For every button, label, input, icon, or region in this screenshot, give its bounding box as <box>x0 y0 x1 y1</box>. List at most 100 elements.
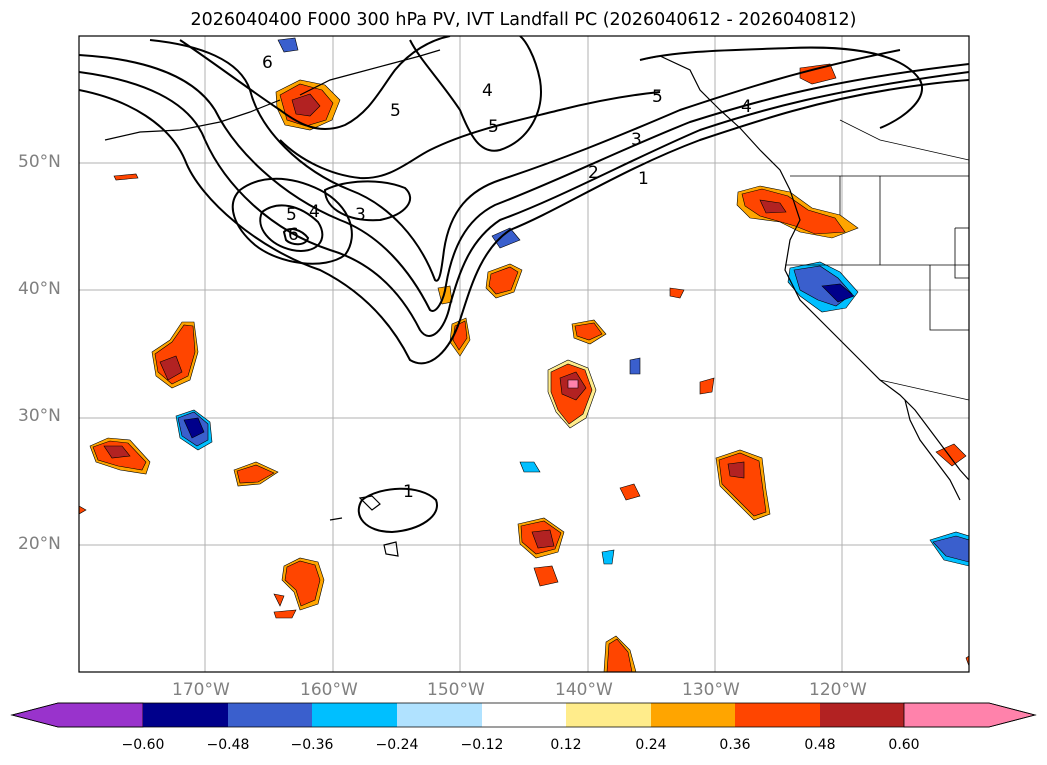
graticule <box>79 36 969 672</box>
lon-label: 120°W <box>809 680 867 700</box>
contour-line <box>282 228 310 246</box>
contour-line <box>231 177 353 265</box>
colorbar-tick: −0.12 <box>460 737 504 753</box>
shade-blob <box>619 483 641 501</box>
contour-label: 5 <box>652 87 663 107</box>
colorbar-tick: −0.60 <box>121 737 165 753</box>
contour-label: 3 <box>631 130 642 150</box>
pv-contours <box>79 36 969 534</box>
contour-label: 4 <box>482 81 493 101</box>
shade-blob <box>277 37 299 53</box>
shade-blob <box>488 266 519 295</box>
shade-blob <box>103 445 131 459</box>
shade-blob <box>273 593 285 607</box>
colorbar-segment <box>482 703 566 727</box>
contour-line <box>149 39 901 282</box>
shade-blob <box>159 355 183 381</box>
colorbar-tick: 0.60 <box>888 737 920 753</box>
colorbar <box>10 702 1037 728</box>
shade-blob <box>629 357 641 375</box>
shade-blob <box>291 93 321 117</box>
shade-blob <box>79 505 87 515</box>
shade-blob <box>965 655 969 667</box>
contour-line <box>79 79 969 365</box>
shade-blob <box>699 377 715 395</box>
colorbar-segment <box>735 703 820 727</box>
colorbar-extend-low <box>10 702 144 728</box>
contour-label: 6 <box>288 225 299 245</box>
contour-line <box>259 204 324 252</box>
shade-blob <box>727 461 745 479</box>
contour-line <box>357 487 438 534</box>
shade-blob <box>183 417 205 439</box>
lat-label: 20°N <box>18 534 61 554</box>
shade-blob <box>574 322 603 341</box>
lon-label: 170°W <box>172 680 230 700</box>
shade-blob <box>799 63 837 85</box>
contour-line <box>279 91 661 180</box>
contour-labels: 6 5 4 5 4 3 2 1 5 4 3 6 1 5 <box>262 53 752 502</box>
shade-blob <box>519 461 541 473</box>
contour-label: 1 <box>638 169 649 189</box>
colorbar-segment <box>143 703 228 727</box>
contour-label: 5 <box>488 117 499 137</box>
shade-blob <box>533 565 559 587</box>
contour-line <box>79 71 969 337</box>
colorbar-tick: 0.36 <box>719 737 751 753</box>
shade-blob <box>601 549 615 565</box>
coastlines <box>104 49 969 557</box>
shade-blob <box>284 560 321 607</box>
shade-blob <box>669 287 685 299</box>
pc-shading <box>79 37 969 672</box>
contour-label: 4 <box>741 97 752 117</box>
contour-label: 2 <box>588 163 599 183</box>
colorbar-tick: −0.36 <box>290 737 334 753</box>
shade-blob <box>606 638 633 672</box>
lon-label: 130°W <box>682 680 740 700</box>
shade-blob <box>567 379 579 389</box>
shade-blob <box>821 283 855 303</box>
contour-label: 1 <box>403 482 414 502</box>
colorbar-tick: 0.24 <box>635 737 667 753</box>
colorbar-tick: −0.48 <box>206 737 250 753</box>
contour-label: 3 <box>355 205 366 225</box>
shade-blob <box>935 443 967 467</box>
shade-blob <box>759 199 787 214</box>
shade-blob <box>491 227 521 249</box>
colorbar-tick: 0.12 <box>550 737 582 753</box>
colorbar-segment <box>651 703 735 727</box>
shade-blob <box>273 609 297 619</box>
colorbar-segment <box>397 703 482 727</box>
lon-label: 140°W <box>555 680 613 700</box>
shade-blob <box>932 535 969 563</box>
lat-label: 40°N <box>18 279 61 299</box>
contour-line <box>79 54 969 312</box>
shade-blob <box>236 464 275 484</box>
contour-line <box>639 46 923 129</box>
colorbar-segment <box>228 703 312 727</box>
state-borders <box>785 119 969 401</box>
lat-label: 30°N <box>18 406 61 426</box>
colorbar-segment <box>566 703 651 727</box>
lon-label: 160°W <box>300 680 358 700</box>
contour-line <box>179 36 451 130</box>
contour-line <box>323 180 412 222</box>
colorbar-segment <box>312 703 397 727</box>
shade-blob <box>741 188 846 235</box>
shade-blob <box>531 529 555 549</box>
colorbar-tick: 0.48 <box>804 737 836 753</box>
contour-label: 6 <box>262 53 273 73</box>
colorbar-tick: −0.24 <box>375 737 419 753</box>
shade-blob <box>113 173 139 181</box>
map-title: 2026040400 F000 300 hPa PV, IVT Landfall… <box>190 10 857 30</box>
colorbar-extend-high <box>903 702 1037 728</box>
contour-label: 5 <box>390 101 401 121</box>
lon-label: 150°W <box>427 680 485 700</box>
colorbar-segment <box>820 703 904 727</box>
contour-line <box>409 36 542 152</box>
map-frame <box>78 35 970 673</box>
lat-label: 50°N <box>18 152 61 172</box>
contour-label: 5 <box>286 205 297 225</box>
contour-label: 4 <box>309 202 320 222</box>
